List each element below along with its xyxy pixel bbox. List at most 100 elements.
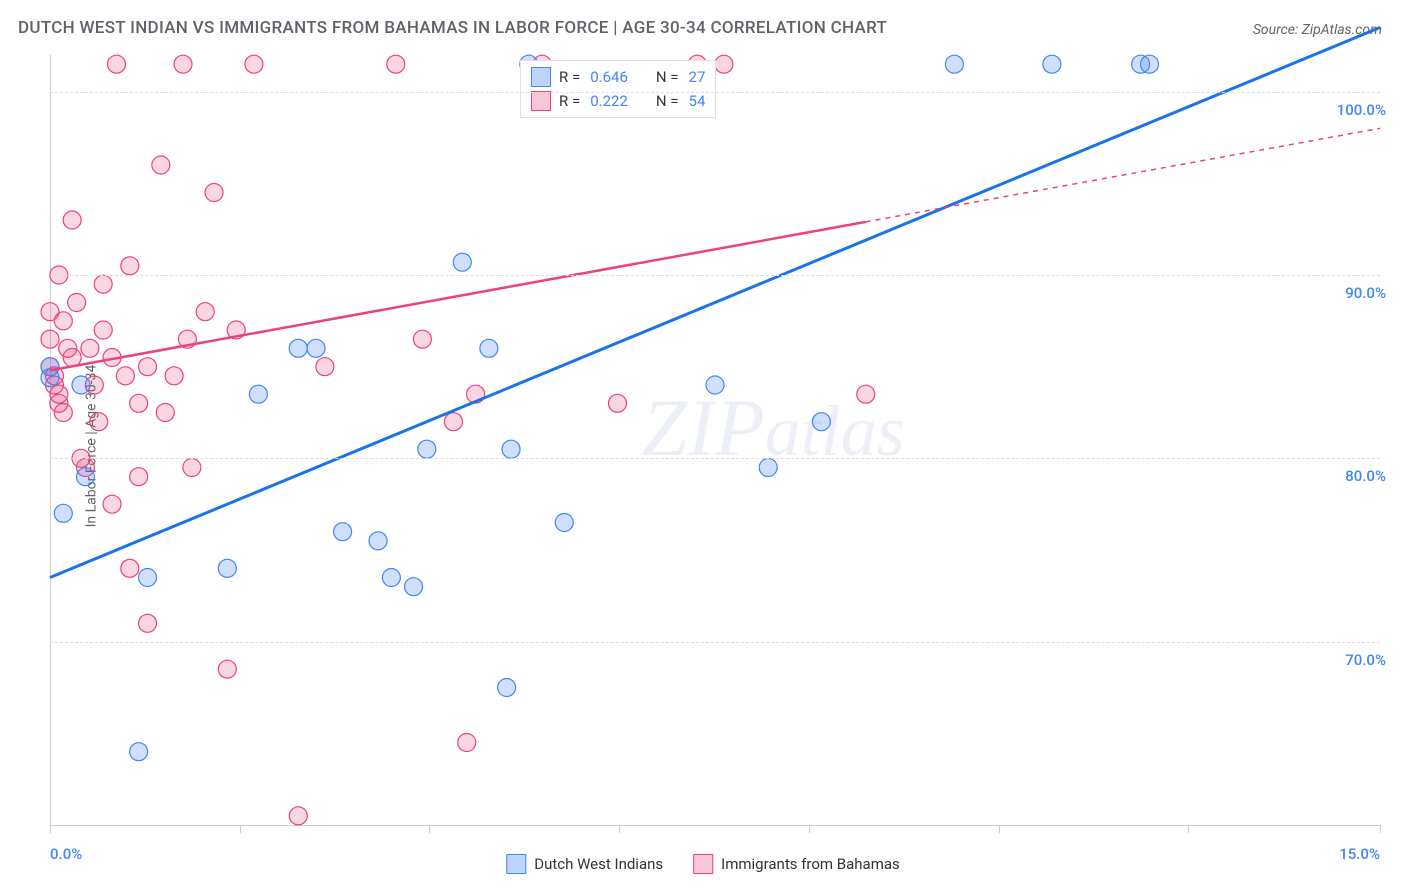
x-tick — [999, 825, 1000, 833]
x-tick — [809, 825, 810, 833]
scatter-point — [130, 394, 148, 412]
scatter-point — [334, 523, 352, 541]
scatter-point — [103, 495, 121, 513]
y-tick-label: 100.0% — [1337, 101, 1386, 119]
r-label: R = — [559, 92, 580, 110]
x-tick — [429, 825, 430, 833]
grid-line — [50, 458, 1380, 459]
scatter-point — [498, 679, 516, 697]
scatter-point — [382, 569, 400, 587]
scatter-point — [316, 358, 334, 376]
scatter-point — [76, 468, 94, 486]
scatter-point — [608, 394, 626, 412]
scatter-point — [387, 55, 405, 73]
grid-line — [50, 275, 1380, 276]
scatter-point — [289, 339, 307, 357]
y-tick-label: 70.0% — [1345, 651, 1386, 669]
scatter-point — [41, 369, 59, 387]
scatter-point — [307, 339, 325, 357]
n-label: N = — [656, 68, 679, 86]
scatter-point — [413, 330, 431, 348]
scatter-point — [249, 385, 267, 403]
scatter-point — [405, 578, 423, 596]
x-tick — [50, 825, 51, 833]
n-value: 27 — [689, 68, 706, 86]
scatter-point — [94, 321, 112, 339]
scatter-point — [289, 807, 307, 825]
n-label: N = — [656, 92, 679, 110]
scatter-point — [715, 55, 733, 73]
scatter-point — [418, 440, 436, 458]
scatter-point — [54, 504, 72, 522]
scatter-point — [108, 55, 126, 73]
x-tick — [240, 825, 241, 833]
scatter-point — [139, 569, 157, 587]
correlation-chart: DUTCH WEST INDIAN VS IMMIGRANTS FROM BAH… — [0, 0, 1406, 892]
scatter-point — [706, 376, 724, 394]
x-left-label: 0.0% — [50, 845, 82, 863]
scatter-point — [759, 459, 777, 477]
scatter-point — [1043, 55, 1061, 73]
y-tick-label: 80.0% — [1345, 467, 1386, 485]
scatter-point — [458, 734, 476, 752]
scatter-point — [81, 339, 99, 357]
scatter-point — [152, 156, 170, 174]
legend-series-label: Dutch West Indians — [534, 855, 663, 873]
y-tick-label: 90.0% — [1345, 284, 1386, 302]
scatter-point — [63, 211, 81, 229]
scatter-point — [453, 253, 471, 271]
legend-stat-row: R = 0.646 N = 27 — [531, 65, 705, 89]
scatter-point — [480, 339, 498, 357]
legend-series-label: Immigrants from Bahamas — [721, 855, 900, 873]
legend-series: Dutch West Indians Immigrants from Bahama… — [506, 854, 900, 874]
scatter-point — [218, 660, 236, 678]
legend-swatch — [531, 67, 551, 87]
grid-line — [50, 92, 1380, 93]
scatter-point — [54, 404, 72, 422]
scatter-point — [555, 514, 573, 532]
scatter-point — [121, 257, 139, 275]
scatter-point — [54, 312, 72, 330]
scatter-point — [41, 330, 59, 348]
scatter-point — [165, 367, 183, 385]
scatter-point — [121, 559, 139, 577]
scatter-point — [245, 55, 263, 73]
scatter-point — [139, 358, 157, 376]
legend-series-item: Dutch West Indians — [506, 854, 663, 874]
scatter-point — [444, 413, 462, 431]
scatter-point — [369, 532, 387, 550]
regression-line — [50, 222, 866, 370]
scatter-point — [94, 275, 112, 293]
scatter-point — [812, 413, 830, 431]
scatter-point — [72, 376, 90, 394]
scatter-point — [502, 440, 520, 458]
scatter-point — [68, 294, 86, 312]
scatter-point — [63, 349, 81, 367]
scatter-point — [1140, 55, 1158, 73]
n-value: 54 — [689, 92, 706, 110]
scatter-point — [183, 459, 201, 477]
legend-swatch — [693, 854, 713, 874]
scatter-point — [218, 559, 236, 577]
x-right-label: 15.0% — [1339, 845, 1380, 863]
scatter-point — [156, 404, 174, 422]
legend-swatch — [506, 854, 526, 874]
scatter-point — [139, 614, 157, 632]
scatter-point — [857, 385, 875, 403]
r-value: 0.222 — [590, 92, 628, 110]
scatter-point — [90, 413, 108, 431]
r-label: R = — [559, 68, 580, 86]
scatter-point — [945, 55, 963, 73]
chart-title: DUTCH WEST INDIAN VS IMMIGRANTS FROM BAH… — [18, 18, 887, 38]
scatter-point — [130, 468, 148, 486]
x-tick — [1188, 825, 1189, 833]
legend-swatch — [531, 91, 551, 111]
scatter-point — [196, 303, 214, 321]
legend-stats: R = 0.646 N = 27 R = 0.222 N = 54 — [520, 60, 716, 118]
r-value: 0.646 — [590, 68, 628, 86]
scatter-point — [205, 184, 223, 202]
x-tick — [619, 825, 620, 833]
legend-series-item: Immigrants from Bahamas — [693, 854, 900, 874]
scatter-point — [174, 55, 192, 73]
grid-line — [50, 642, 1380, 643]
